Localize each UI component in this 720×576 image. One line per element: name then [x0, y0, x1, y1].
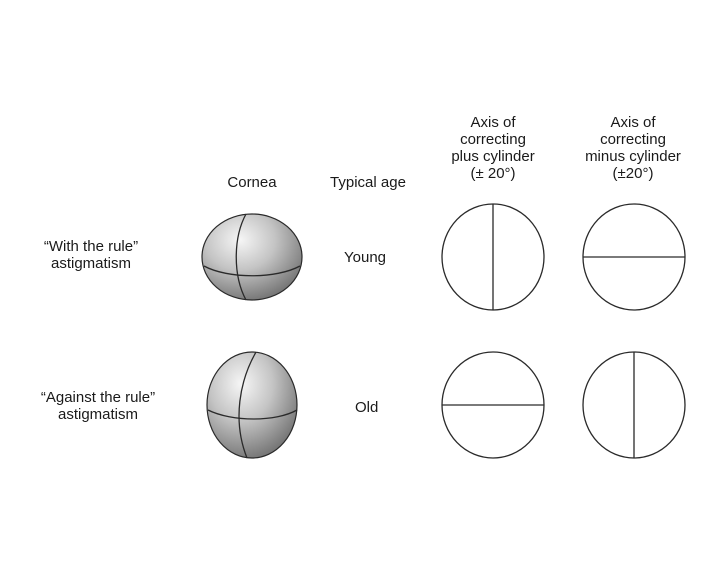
- header-typical-age: Typical age: [330, 174, 406, 191]
- row2-plus-axis-icon: [441, 351, 545, 459]
- header-minus-line-1: Axis of: [610, 114, 656, 131]
- header-minus-cylinder: Axis of correcting minus cylinder (±20°): [570, 114, 696, 182]
- cornea-meridian-vertical: [238, 351, 257, 459]
- header-plus-line-2: correcting: [460, 131, 526, 148]
- header-plus-line-1: Axis of: [470, 114, 516, 131]
- cornea-outline: [206, 351, 298, 459]
- header-cornea: Cornea: [227, 174, 277, 191]
- cornea-meridian-horizontal: [207, 409, 298, 420]
- header-plus-line-4: (± 20°): [470, 165, 516, 182]
- row2-label-line-1: “Against the rule”: [40, 389, 156, 406]
- row1-label-line-1: “With the rule”: [43, 238, 139, 255]
- row1-label-line-2: astigmatism: [50, 255, 132, 272]
- header-minus-line-4: (±20°): [612, 165, 654, 182]
- cornea-outline: [201, 213, 303, 301]
- header-plus-cylinder: Axis of correcting plus cylinder (± 20°): [430, 114, 556, 182]
- cornea-against-the-rule-icon: [206, 351, 298, 459]
- row2-label-line-2: astigmatism: [57, 406, 139, 423]
- row-label-with-the-rule: “With the rule” astigmatism: [26, 238, 156, 272]
- row1-plus-axis-icon: [441, 203, 545, 311]
- cornea-meridian-vertical: [235, 213, 247, 301]
- header-minus-line-2: correcting: [600, 131, 666, 148]
- header-plus-line-3: plus cylinder: [451, 148, 535, 165]
- row1-minus-axis-icon: [582, 203, 686, 311]
- row2-age: Old: [355, 399, 379, 416]
- cornea-meridian-horizontal: [203, 265, 301, 277]
- header-minus-line-3: minus cylinder: [585, 148, 681, 165]
- row2-minus-axis-icon: [582, 351, 686, 459]
- row-label-against-the-rule: “Against the rule” astigmatism: [24, 389, 172, 423]
- cornea-with-the-rule-icon: [201, 213, 303, 301]
- row1-age: Young: [344, 249, 386, 266]
